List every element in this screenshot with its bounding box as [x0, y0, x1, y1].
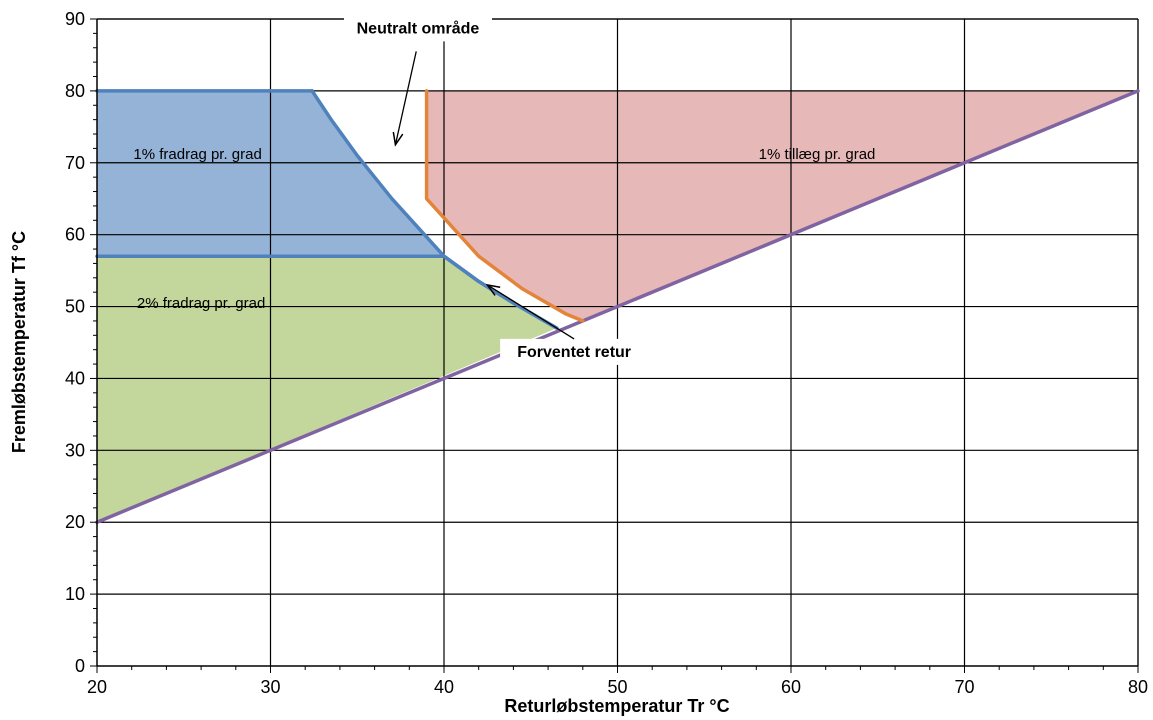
series-layer — [95, 89, 1140, 524]
y-tick-label: 50 — [65, 297, 85, 317]
region-label-2: 2% fradrag pr. grad — [137, 295, 265, 312]
y-tick-label: 60 — [65, 225, 85, 245]
callout-arrow-line-1 — [394, 51, 417, 145]
region-label-1: 1% fradrag pr. grad — [133, 146, 261, 163]
x-tick-label: 70 — [954, 677, 974, 697]
y-tick-label: 80 — [65, 81, 85, 101]
x-tick-label: 80 — [1128, 677, 1148, 697]
y-tick-label: 70 — [65, 153, 85, 173]
callout-text-2: Forventet retur — [517, 344, 631, 361]
axes-layer — [90, 18, 1139, 673]
x-tick-label: 50 — [607, 677, 627, 697]
callout-box-1 — [343, 15, 492, 42]
y-tick-label: 30 — [65, 440, 85, 460]
y-axis-title: Fremløbstemperatur Tf °C — [9, 231, 29, 453]
x-tick-label: 40 — [434, 677, 454, 697]
y-tick-label: 40 — [65, 368, 85, 388]
ticks-layer: 20 30 40 50 60 70 80 0 10 20 30 40 50 60 70 80 90 1% frad… — [65, 9, 1148, 697]
y-tick-label: 10 — [65, 584, 85, 604]
y-tick-label: 20 — [65, 512, 85, 532]
x-axis-title: Returløbstemperatur Tr °C — [504, 696, 729, 716]
region-2 — [97, 256, 557, 523]
callout-text-1: Neutralt område — [357, 19, 480, 37]
y-tick-label: 90 — [65, 9, 85, 29]
x-tick-label: 30 — [260, 677, 280, 697]
series-line-5 — [424, 89, 585, 323]
callout-arrow-head-1 — [392, 131, 404, 147]
series-line-1 — [95, 89, 1140, 524]
y-tick-label: 0 — [75, 656, 85, 676]
x-tick-label: 20 — [87, 677, 107, 697]
annotations-layer: Neutralt område Forventet retur — [343, 15, 649, 365]
series-line-3 — [310, 89, 559, 330]
callout-arrow-line-2 — [487, 284, 575, 340]
region-label-3: 1% tillæg pr. grad — [759, 146, 876, 163]
x-tick-label: 60 — [781, 677, 801, 697]
region-3 — [426, 90, 1139, 321]
callout-arrow-head-2 — [485, 283, 501, 296]
callout-box-2 — [500, 338, 649, 365]
